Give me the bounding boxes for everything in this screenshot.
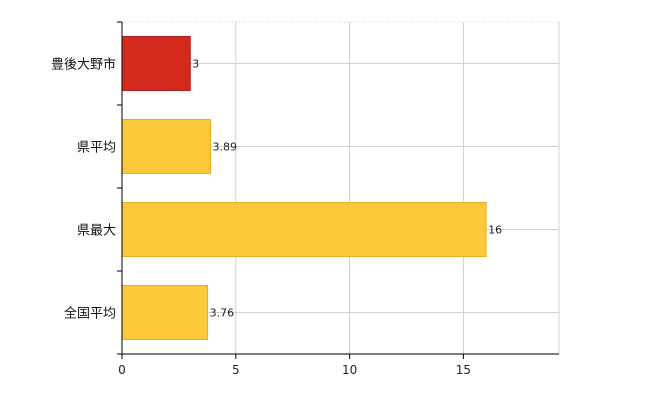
category-label: 豊後大野市 [51,57,116,73]
data-label: 16 [488,224,502,237]
bars [121,36,487,340]
bar [121,202,487,257]
category-label: 全国平均 [64,306,116,322]
x-tick-label: 15 [456,363,471,377]
data-label: 3.89 [213,141,238,154]
category-label: 県平均 [77,141,116,156]
data-label: 3 [192,58,199,71]
bar [121,285,209,340]
category-label: 県最大 [77,224,116,239]
data-label: 3.76 [210,307,235,320]
labels: 0 5 10 15 3 豊後大野市 3.89 県平均 16 県最大 3.76 全国平均 [51,57,502,378]
x-tick-label: 0 [118,363,126,377]
axes [117,21,559,359]
x-tick-label: 10 [342,363,357,377]
bar-highlight [121,36,191,91]
x-tick-label: 5 [232,363,240,377]
bar [121,119,212,174]
